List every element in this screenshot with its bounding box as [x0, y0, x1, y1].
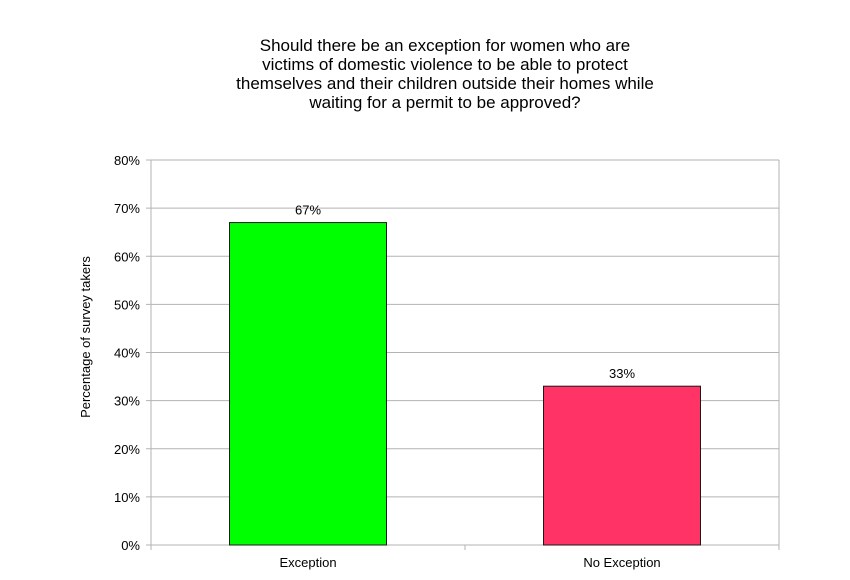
y-tick-label: 50%	[114, 297, 140, 312]
y-tick-label: 70%	[114, 201, 140, 216]
y-tick-label: 30%	[114, 394, 140, 409]
y-tick-label: 20%	[114, 442, 140, 457]
y-tick-label: 0%	[121, 538, 140, 553]
y-axis-label: Percentage of survey takers	[78, 256, 93, 418]
y-tick-label: 10%	[114, 490, 140, 505]
x-tick-label: Exception	[279, 555, 336, 570]
chart-title-line-1: Should there be an exception for women w…	[259, 36, 631, 55]
labels: 0% 10% 20% 30% 40% 50% 60% 70% 80% 67% Exception 33…	[114, 153, 661, 570]
chart-title-line-3: themselves and their children outside th…	[236, 74, 654, 93]
chart-title: Should there be an exception for women w…	[150, 36, 740, 112]
y-tick-label: 60%	[114, 249, 140, 264]
chart-title-line-4: waiting for a permit to be approved?	[309, 93, 581, 112]
x-tick-label: No Exception	[583, 555, 660, 570]
y-tick-label: 40%	[114, 346, 140, 361]
bar-no-exception	[543, 385, 701, 546]
chart-title-line-2: victims of domestic violence to be able …	[262, 55, 628, 74]
bars	[229, 222, 701, 546]
y-tick-label: 80%	[114, 153, 140, 168]
data-label: 33%	[609, 366, 635, 381]
data-label: 67%	[295, 203, 321, 218]
bar-exception	[229, 222, 387, 546]
